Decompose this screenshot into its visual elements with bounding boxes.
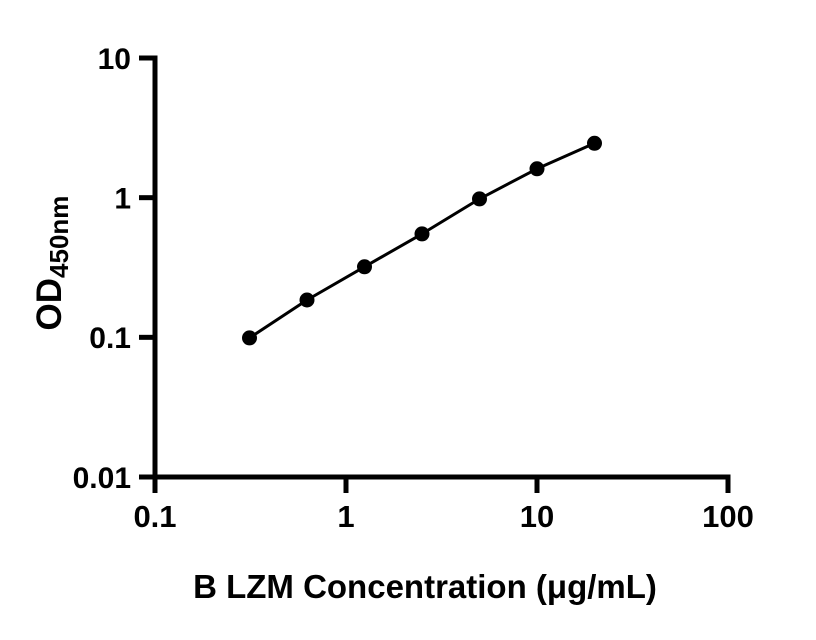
- y-tick-label: 0.1: [89, 322, 131, 355]
- x-tick-label: 1: [337, 499, 354, 534]
- y-tick-label: 10: [98, 43, 131, 76]
- y-tick-label: 0.01: [73, 462, 131, 495]
- data-point-marker: [242, 330, 257, 346]
- y-tick-label: 1: [114, 182, 131, 215]
- y-axis-title-main: OD: [30, 277, 69, 331]
- x-axis-title: B LZM Concentration (μg/mL): [193, 568, 657, 605]
- data-point-marker: [529, 161, 545, 177]
- data-point-marker: [299, 292, 315, 308]
- data-point-marker: [472, 191, 487, 207]
- data-point-marker: [357, 259, 372, 275]
- x-tick-label: 10: [520, 499, 554, 534]
- y-axis-title: OD450nm: [30, 113, 74, 413]
- x-tick-label: 0.1: [133, 499, 176, 534]
- data-point-marker: [414, 226, 430, 242]
- x-tick-label: 100: [702, 499, 754, 534]
- data-point-marker: [587, 135, 602, 151]
- y-axis-title-subscript: 450nm: [44, 195, 74, 278]
